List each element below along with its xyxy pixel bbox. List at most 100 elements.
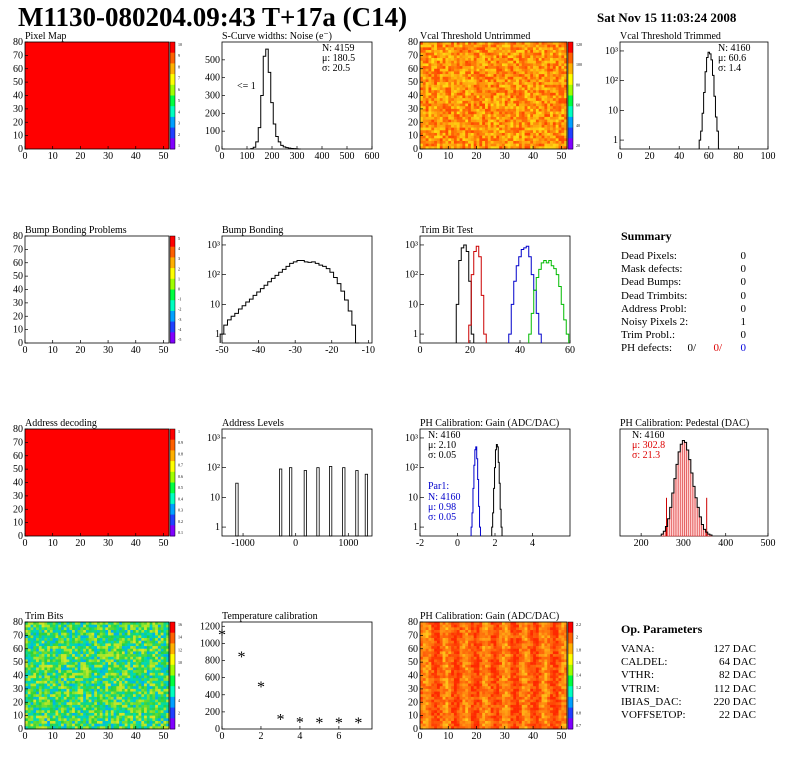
heatmap-cell <box>38 670 42 674</box>
heatmap-cell <box>80 710 84 714</box>
heatmap-cell <box>436 702 441 706</box>
heatmap-cell <box>52 718 56 722</box>
heatmap-cell <box>83 654 87 658</box>
heatmap-cell <box>52 640 56 644</box>
heatmap-cell <box>544 103 548 107</box>
heatmap-cell <box>74 648 78 652</box>
heatmap-cell <box>69 667 73 671</box>
heatmap-cell <box>133 702 137 706</box>
heatmap-cell <box>135 707 139 711</box>
heatmap-cell <box>527 82 531 86</box>
heatmap-cell <box>550 76 554 80</box>
heatmap-cell <box>152 635 156 639</box>
heatmap-cell <box>428 638 432 642</box>
heatmap-cell <box>74 630 78 633</box>
heatmap-cell <box>66 678 70 682</box>
heatmap-cell <box>479 103 483 107</box>
heatmap-cell <box>465 68 469 72</box>
heatmap-cell <box>561 74 565 78</box>
heatmap-cell <box>504 68 508 72</box>
heatmap-cell <box>155 688 159 692</box>
heatmap-cell <box>422 119 426 123</box>
heatmap-cell <box>485 47 489 51</box>
heatmap-cell <box>544 52 548 56</box>
heatmap-cell <box>41 656 45 660</box>
heatmap-cell <box>558 146 562 150</box>
heatmap-cell <box>518 122 523 126</box>
heatmap-cell <box>462 122 466 126</box>
heatmap-cell <box>527 74 531 78</box>
heatmap-cell <box>544 63 548 67</box>
heatmap-cell <box>116 688 120 692</box>
heatmap-cell <box>550 127 554 131</box>
heatmap-cell <box>507 92 511 96</box>
heatmap-cell <box>105 648 109 652</box>
heatmap-cell <box>448 63 452 67</box>
heatmap-cell <box>163 686 167 690</box>
heatmap-cell <box>108 640 112 644</box>
heatmap-cell <box>428 132 432 136</box>
heatmap-cell <box>465 95 469 99</box>
heatmap-cell <box>420 643 424 647</box>
heatmap-cell <box>163 643 167 647</box>
heatmap-cell <box>479 92 483 96</box>
heatmap-cell <box>47 683 51 687</box>
heatmap-cell <box>85 672 89 676</box>
heatmap-cell <box>30 672 34 676</box>
heatmap-cell <box>524 103 528 107</box>
heatmap-cell <box>127 683 131 687</box>
heatmap-cell <box>462 84 466 88</box>
heatmap-cell <box>72 712 76 716</box>
heatmap-cell <box>436 95 441 99</box>
heatmap-cell <box>61 622 65 625</box>
heatmap-cell <box>133 704 137 708</box>
heatmap-cell <box>564 44 568 48</box>
heatmap-cell <box>524 132 528 136</box>
heatmap-cell <box>547 124 551 128</box>
heatmap-cell <box>550 68 554 72</box>
heatmap-cell <box>431 696 435 700</box>
heatmap-cell <box>544 68 548 72</box>
heatmap-cell <box>41 696 45 700</box>
heatmap-cell <box>77 627 81 631</box>
heatmap-cell <box>149 659 153 663</box>
heatmap-cell <box>47 694 51 698</box>
heatmap-cell <box>36 675 40 679</box>
heatmap-cell <box>99 672 103 676</box>
heatmap-cell <box>157 678 161 682</box>
heatmap-cell <box>564 87 568 91</box>
heatmap-cell <box>422 84 426 88</box>
heatmap-cell <box>513 74 517 78</box>
heatmap-cell <box>113 670 117 674</box>
heatmap-cell <box>94 624 98 628</box>
heatmap-cell <box>55 694 59 698</box>
heatmap-cell <box>63 675 67 679</box>
heatmap-cell <box>442 55 446 59</box>
heatmap-cell <box>135 670 139 674</box>
heatmap-cell <box>152 720 156 724</box>
heatmap-cell <box>130 678 134 682</box>
heatmap-cell <box>422 694 426 698</box>
heatmap-cell <box>555 52 559 56</box>
heatmap-cell <box>88 699 92 703</box>
heatmap-cell <box>564 60 568 64</box>
heatmap-cell <box>44 670 48 674</box>
heatmap-cell <box>166 726 170 730</box>
heatmap-cell <box>80 720 84 724</box>
heatmap-cell <box>499 58 503 62</box>
heatmap-cell <box>533 135 537 139</box>
heatmap-cell <box>88 635 92 639</box>
heatmap-cell <box>442 76 446 80</box>
heatmap-cell <box>36 723 40 727</box>
heatmap-cell <box>445 82 449 86</box>
heatmap-cell <box>442 66 446 70</box>
heatmap-cell <box>451 95 455 99</box>
heatmap-cell <box>152 696 156 700</box>
heatmap-cell <box>38 675 42 679</box>
heatmap-cell <box>85 675 89 679</box>
heatmap-cell <box>434 76 438 80</box>
heatmap-cell <box>27 632 31 636</box>
heatmap-cell <box>507 100 511 104</box>
heatmap-cell <box>33 622 37 625</box>
heatmap-cell <box>91 648 95 652</box>
